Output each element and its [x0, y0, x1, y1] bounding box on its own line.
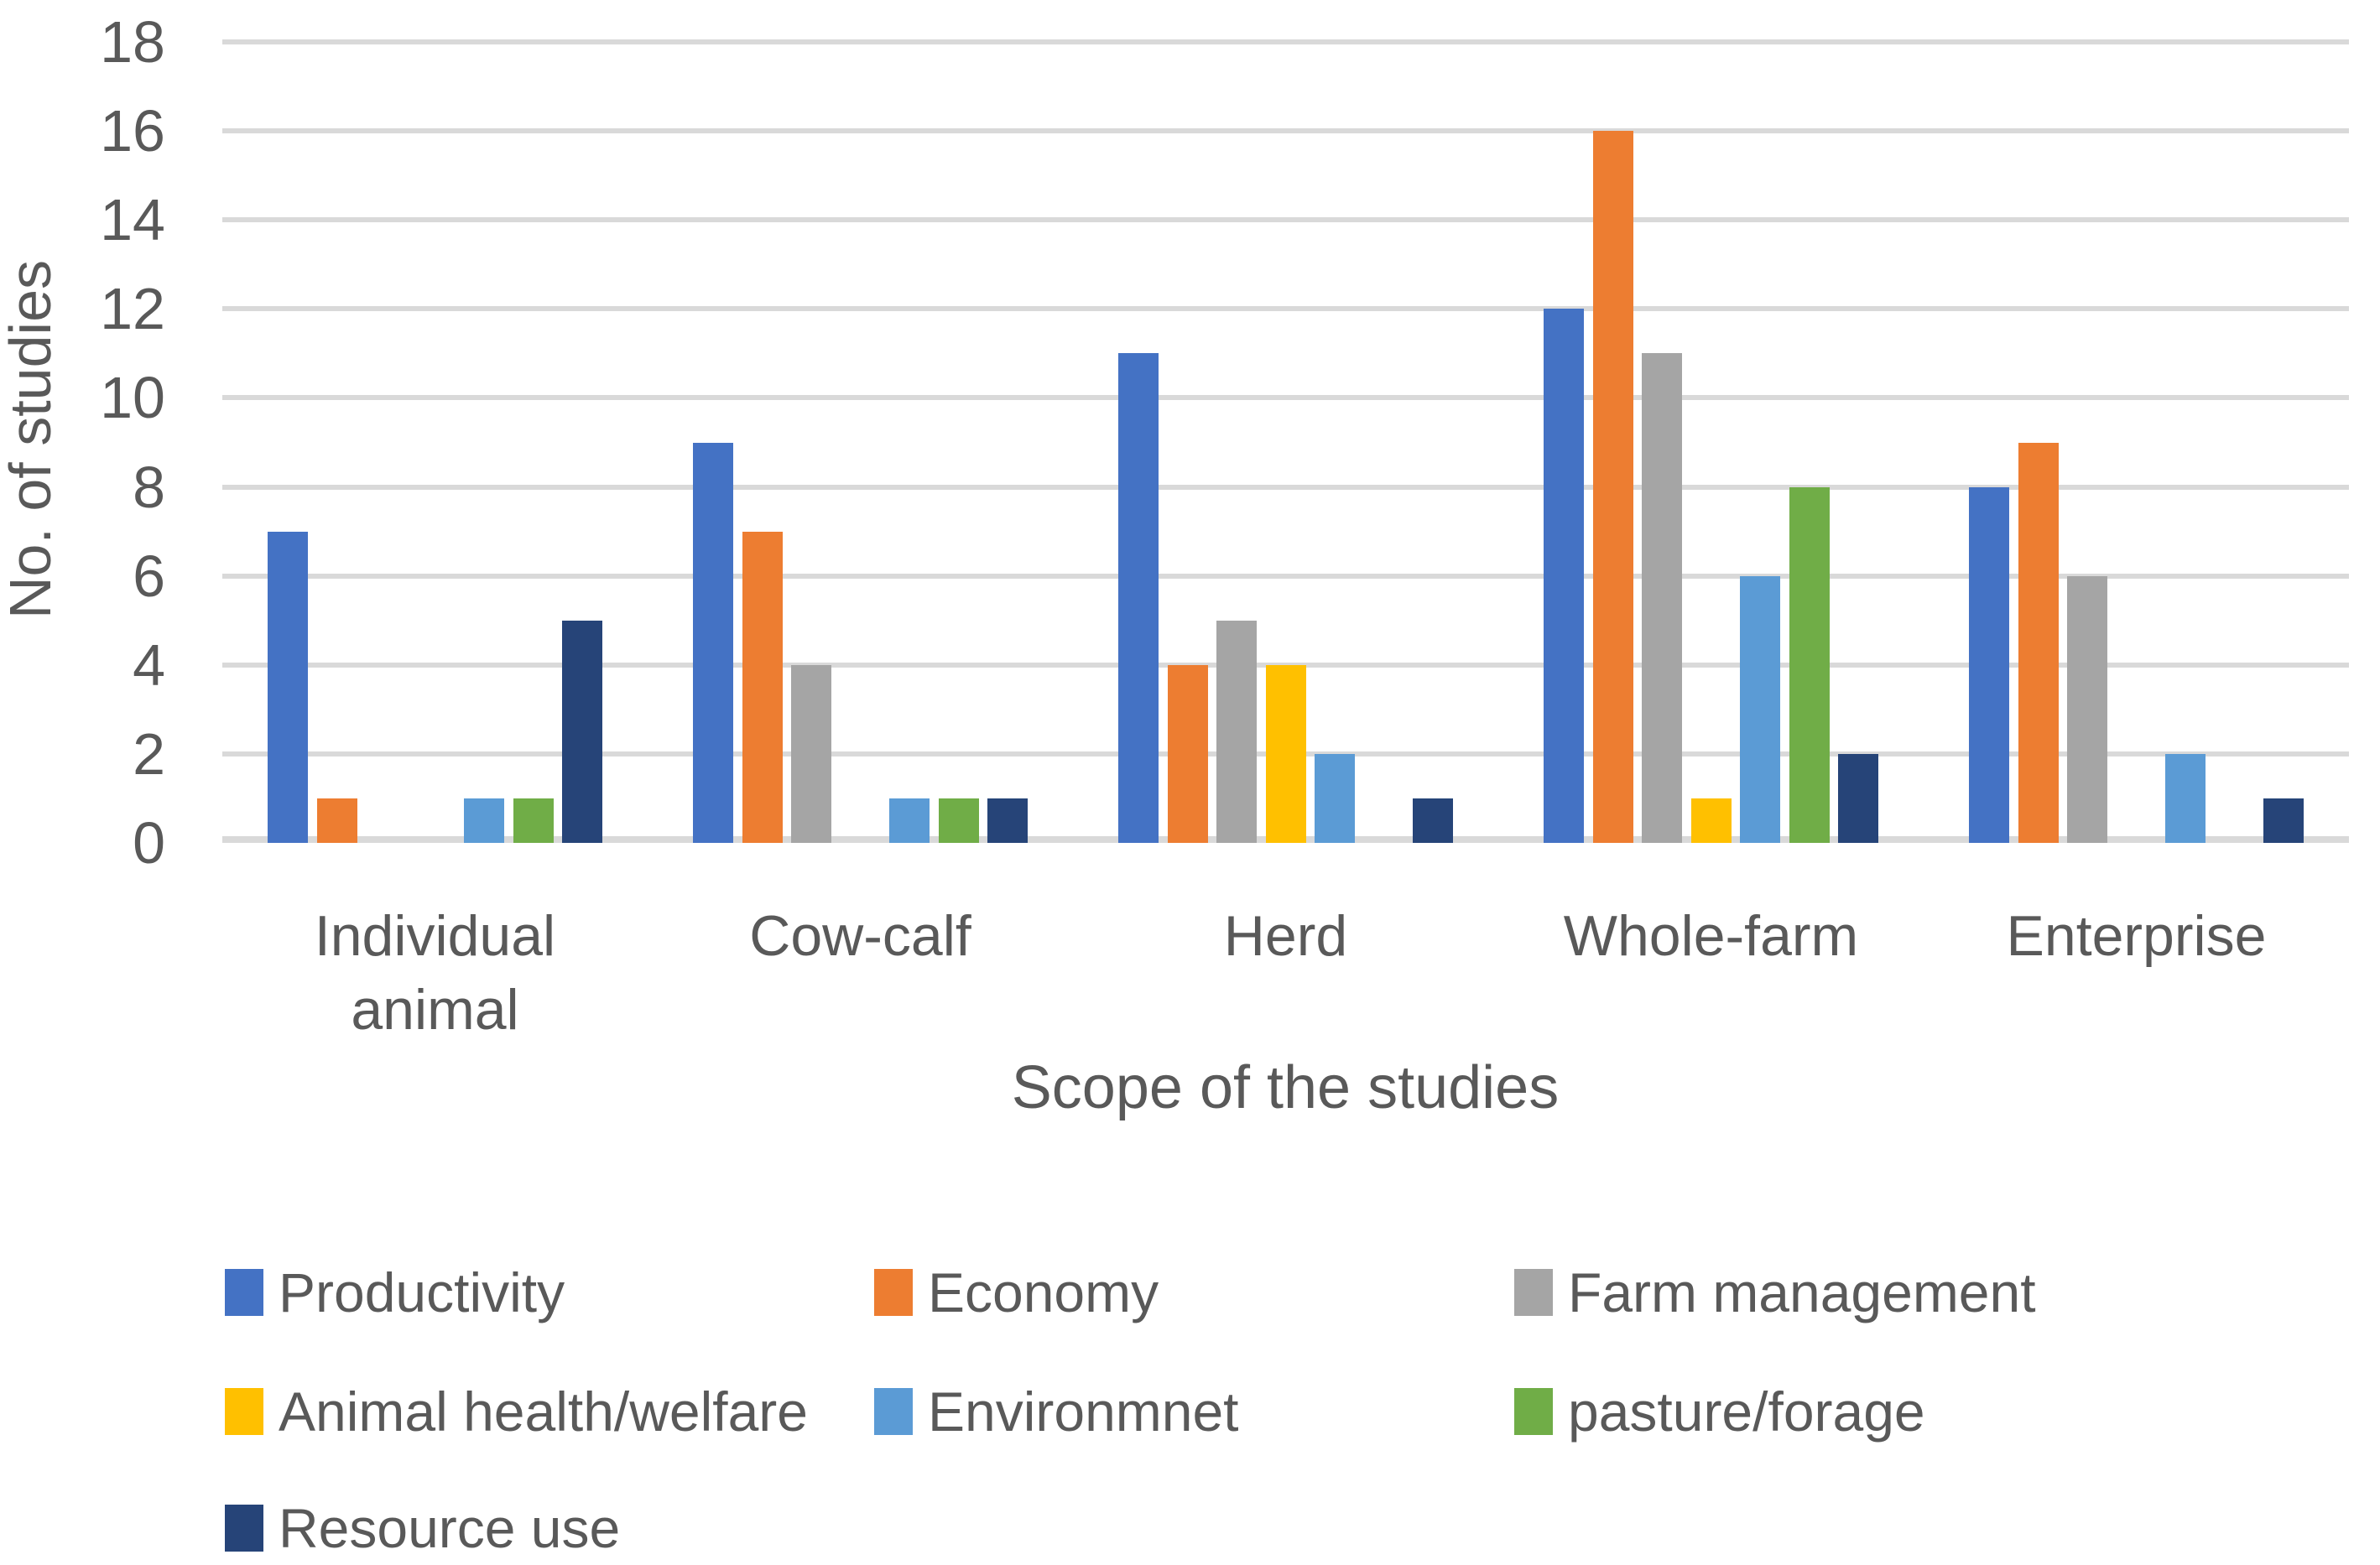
bar-productivity: [1118, 353, 1159, 843]
bar-resource-use: [1413, 798, 1453, 843]
legend-label: Economy: [928, 1261, 1159, 1323]
bar-environmnet: [1315, 753, 1355, 843]
legend-item-resource-use: Resource use: [225, 1497, 620, 1559]
legend-item-economy: Economy: [874, 1261, 1159, 1323]
legend-label: Productivity: [279, 1261, 565, 1323]
bar-environmnet: [889, 798, 930, 843]
legend-item-farm-management: Farm management: [1514, 1261, 2036, 1323]
legend-label: Environmnet: [928, 1380, 1239, 1443]
bar-animal-health-welfare: [1690, 798, 1732, 843]
legend-label: Farm management: [1568, 1261, 2036, 1323]
legend-item-pasture-forage: pasture/forage: [1514, 1380, 1925, 1443]
gridline: [222, 573, 2349, 579]
bar-pasture-forage: [513, 798, 554, 843]
bar-productivity: [693, 442, 733, 843]
y-tick-label: 8: [133, 454, 165, 520]
x-axis-title: Scope of the studies: [1011, 1054, 1560, 1121]
bar-productivity: [1544, 309, 1584, 843]
y-tick-label: 16: [100, 98, 165, 164]
gridline: [222, 484, 2349, 490]
legend-swatch: [225, 1388, 263, 1435]
legend-label: pasture/forage: [1568, 1380, 1925, 1443]
bar-economy: [1167, 664, 1208, 843]
y-tick-label: 6: [133, 543, 165, 609]
bar-economy: [2018, 442, 2059, 843]
bar-group-individual-animal: [268, 42, 602, 843]
bar-environmnet: [464, 798, 504, 843]
legend-item-productivity: Productivity: [225, 1261, 565, 1323]
bar-environmnet: [1740, 575, 1780, 843]
bar-economy: [1592, 131, 1633, 843]
bar-animal-health-welfare: [1265, 664, 1306, 843]
bar-resource-use: [1838, 753, 1878, 843]
bar-pasture-forage: [938, 798, 979, 843]
bar-resource-use: [2263, 798, 2304, 843]
category-label: Cow-calf: [749, 904, 971, 968]
category-label: Individual animal: [314, 904, 556, 1042]
bar-group-herd: [1118, 42, 1453, 843]
bar-farm-management: [2067, 575, 2107, 843]
legend-item-animal-health-welfare: Animal health/welfare: [225, 1380, 808, 1443]
y-tick-label: 10: [100, 365, 165, 431]
gridline: [222, 306, 2349, 312]
y-tick-label: 14: [100, 187, 165, 253]
category-label: Enterprise: [2006, 904, 2267, 968]
gridline: [222, 217, 2349, 223]
bar-resource-use: [562, 620, 602, 843]
bar-productivity: [1969, 486, 2009, 843]
legend-label: Animal health/welfare: [279, 1380, 808, 1443]
bar-productivity: [268, 531, 308, 843]
legend-label: Resource use: [279, 1497, 621, 1559]
bar-resource-use: [987, 798, 1028, 843]
bar-group-enterprise: [1969, 42, 2304, 843]
bar-environmnet: [2165, 753, 2206, 843]
gridline: [222, 395, 2349, 401]
gridline: [222, 128, 2349, 134]
bar-pasture-forage: [1789, 486, 1830, 843]
legend-swatch: [1514, 1269, 1553, 1316]
bar-economy: [742, 531, 783, 843]
bar-economy: [316, 798, 357, 843]
y-tick-label: 12: [100, 276, 165, 342]
legend-swatch: [874, 1388, 913, 1435]
legend-swatch: [225, 1505, 263, 1552]
legend-item-environmnet: Environmnet: [874, 1380, 1239, 1443]
legend-swatch: [225, 1269, 263, 1316]
legend-swatch: [1514, 1388, 1553, 1435]
bar-group-cow-calf: [693, 42, 1028, 843]
bar-group-whole-farm: [1544, 42, 1878, 843]
bar-farm-management: [1216, 620, 1257, 843]
y-tick-label: 0: [133, 810, 165, 876]
gridline: [222, 39, 2349, 44]
plot-area: [222, 39, 2349, 843]
category-label: Herd: [1223, 904, 1348, 968]
y-tick-label: 2: [133, 720, 165, 787]
y-tick-label: 18: [100, 9, 165, 75]
category-label: Whole-farm: [1563, 904, 1859, 968]
bar-farm-management: [1642, 353, 1682, 843]
legend-swatch: [874, 1269, 913, 1316]
bar-farm-management: [791, 664, 831, 843]
y-tick-label: 4: [133, 632, 165, 698]
